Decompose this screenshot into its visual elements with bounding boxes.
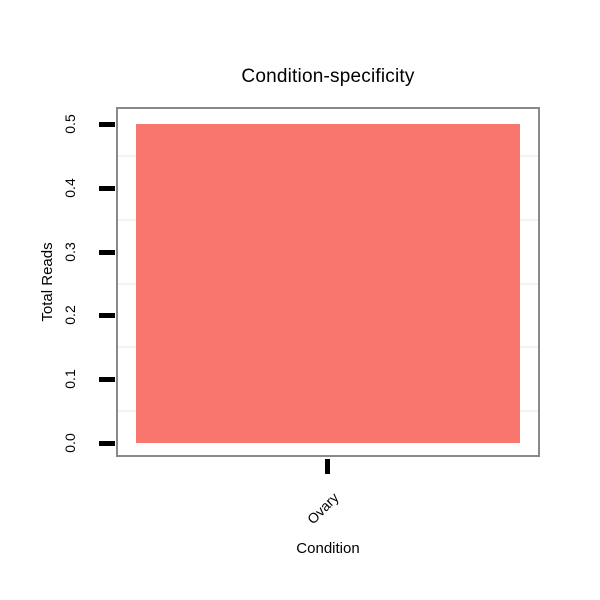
x-tick-label: Ovary [303, 489, 342, 528]
y-tick-label: 0.5 [62, 114, 78, 134]
y-axis-label: Total Reads [39, 242, 56, 322]
y-axis-tick [99, 249, 115, 255]
chart-title: Condition-specificity [241, 66, 415, 87]
y-tick-label: 0.0 [62, 433, 78, 453]
y-axis-tick [99, 185, 115, 191]
x-axis-label: Condition [296, 540, 360, 557]
y-tick-label: 0.2 [62, 305, 78, 326]
y-axis-tick [99, 313, 115, 319]
y-tick-label: 0.1 [62, 369, 78, 389]
y-axis-tick [99, 441, 115, 446]
plot-panel [116, 107, 540, 457]
x-axis-tick [325, 459, 330, 474]
bar-ovary [136, 124, 520, 443]
y-axis-tick [99, 377, 115, 383]
y-tick-label: 0.3 [62, 241, 78, 262]
y-tick-label: 0.4 [62, 178, 78, 198]
y-axis-tick [99, 122, 115, 127]
